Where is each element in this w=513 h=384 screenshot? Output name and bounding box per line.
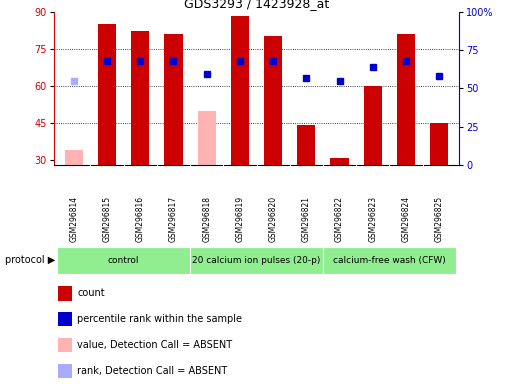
Bar xyxy=(58,312,72,326)
Text: protocol ▶: protocol ▶ xyxy=(5,255,55,265)
Text: calcium-free wash (CFW): calcium-free wash (CFW) xyxy=(333,256,446,265)
Bar xyxy=(231,17,249,165)
Text: control: control xyxy=(108,256,140,265)
Text: GSM296824: GSM296824 xyxy=(402,195,410,242)
Bar xyxy=(131,31,149,165)
Text: GSM296816: GSM296816 xyxy=(136,195,145,242)
Bar xyxy=(58,338,72,353)
Text: 20 calcium ion pulses (20-p): 20 calcium ion pulses (20-p) xyxy=(192,256,321,265)
Bar xyxy=(58,364,72,378)
Text: GSM296818: GSM296818 xyxy=(202,196,211,242)
Text: GSM296814: GSM296814 xyxy=(69,195,78,242)
Text: GSM296815: GSM296815 xyxy=(103,195,111,242)
Title: GDS3293 / 1423928_at: GDS3293 / 1423928_at xyxy=(184,0,329,10)
Bar xyxy=(190,247,323,274)
Bar xyxy=(323,247,456,274)
Bar xyxy=(397,34,415,165)
Bar xyxy=(198,111,216,165)
Text: count: count xyxy=(77,288,105,298)
Text: GSM296825: GSM296825 xyxy=(435,195,444,242)
Text: GSM296819: GSM296819 xyxy=(235,195,244,242)
Text: GSM296817: GSM296817 xyxy=(169,195,178,242)
Bar xyxy=(430,123,448,165)
Bar xyxy=(164,34,183,165)
Bar xyxy=(98,24,116,165)
Bar xyxy=(65,150,83,165)
Text: value, Detection Call = ABSENT: value, Detection Call = ABSENT xyxy=(77,340,232,350)
Bar xyxy=(297,126,315,165)
Text: GSM296820: GSM296820 xyxy=(269,195,278,242)
Bar xyxy=(330,158,349,165)
Bar xyxy=(364,86,382,165)
Text: GSM296822: GSM296822 xyxy=(335,196,344,242)
Bar xyxy=(264,36,282,165)
Bar xyxy=(58,286,72,301)
Text: GSM296821: GSM296821 xyxy=(302,196,311,242)
Text: GSM296823: GSM296823 xyxy=(368,195,377,242)
Bar xyxy=(57,247,190,274)
Text: percentile rank within the sample: percentile rank within the sample xyxy=(77,314,242,324)
Text: rank, Detection Call = ABSENT: rank, Detection Call = ABSENT xyxy=(77,366,228,376)
